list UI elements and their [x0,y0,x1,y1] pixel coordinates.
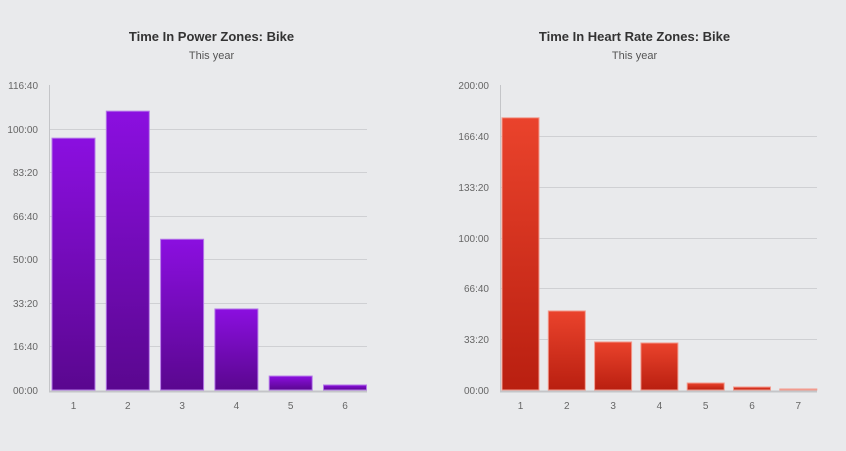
y-tick-label: 66:40 [464,284,489,295]
bar-zone-2[interactable] [547,310,586,391]
y-tick-label: 00:00 [464,386,489,397]
bar-zone-5[interactable] [686,382,725,391]
power-zones-plot: 00:00 16:40 33:20 50:00 66:40 83:20 100:00 116:… [7,81,367,412]
y-tick-label: 66:40 [13,212,38,223]
bar-zone-6[interactable] [733,386,771,391]
x-tick-label: 2 [564,401,570,412]
power-zones-chart: Time In Power Zones: Bike This year 00:0… [7,29,367,412]
y-tick-label: 50:00 [13,255,38,266]
x-tick-label: 3 [610,401,616,412]
bar-zone-7[interactable] [779,388,818,391]
y-tick-label: 33:20 [13,299,38,310]
chart-subtitle: This year [611,50,658,62]
bar-zone-3[interactable] [160,238,205,391]
x-tick-label: 4 [234,401,240,412]
bar-zone-1[interactable] [51,137,96,391]
heart-rate-zones-plot: 00:00 33:20 66:40 100:00 133:20 166:40 200:00 1… [458,81,818,412]
chart-subtitle: This year [188,50,235,62]
x-tick-label: 5 [703,401,709,412]
y-tick-label: 16:40 [13,342,38,353]
x-tick-label: 3 [179,401,185,412]
bar-zone-6[interactable] [323,384,367,391]
y-tick-label: 83:20 [13,168,38,179]
y-tick-label: 133:20 [458,183,489,194]
x-tick-label: 4 [657,401,663,412]
y-tick-label: 200:00 [458,81,489,92]
x-tick-label: 1 [518,401,524,412]
x-tick-label: 6 [749,401,755,412]
y-tick-label: 33:20 [464,335,489,346]
chart-title: Time In Heart Rate Zones: Bike [538,29,731,44]
y-tick-label: 00:00 [13,386,38,397]
bar-zone-4[interactable] [640,342,679,391]
x-tick-label: 2 [125,401,131,412]
y-tick-label: 100:00 [7,125,38,136]
heart-rate-zones-chart: Time In Heart Rate Zones: Bike This year… [423,0,846,451]
x-tick-label: 6 [342,401,348,412]
x-tick-label: 1 [71,401,77,412]
chart-title: Time In Power Zones: Bike [128,29,295,44]
bar-zone-2[interactable] [105,110,150,391]
bar-zone-1[interactable] [501,117,540,391]
x-tick-label: 5 [288,401,294,412]
bar-zone-5[interactable] [268,375,313,391]
y-tick-label: 100:00 [458,234,489,245]
y-tick-label: 116:40 [8,81,38,92]
x-tick-label: 7 [796,401,802,412]
bar-zone-4[interactable] [214,308,259,391]
bar-zone-3[interactable] [594,341,633,391]
y-tick-label: 166:40 [458,132,489,143]
